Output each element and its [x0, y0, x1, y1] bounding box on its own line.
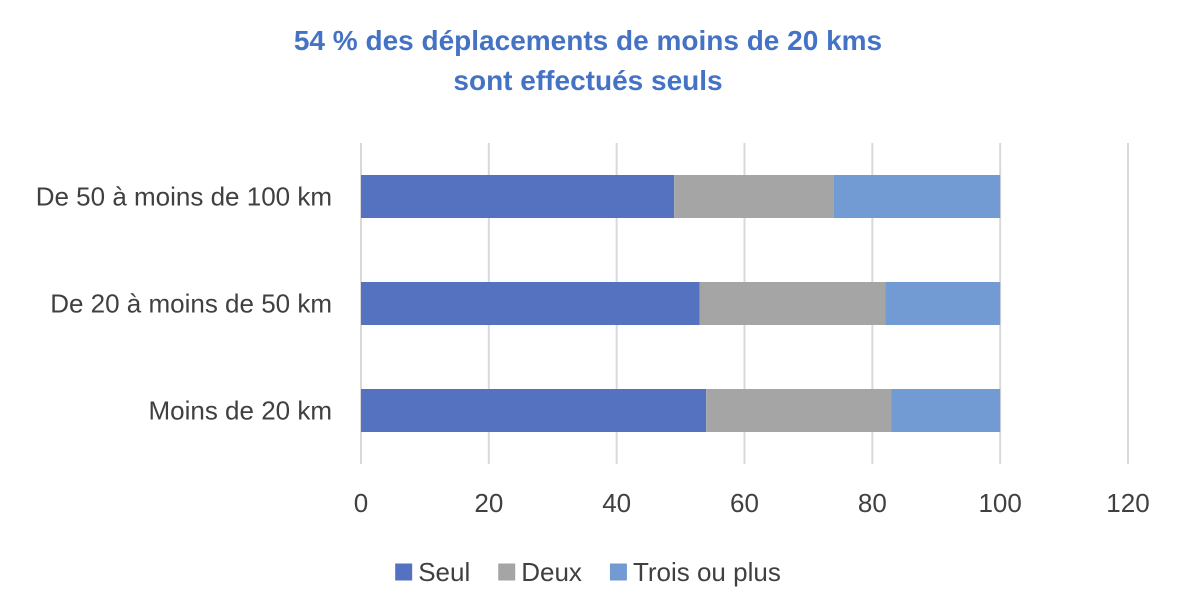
bar-deux-0: [706, 389, 892, 432]
bar-seul-1: [361, 282, 700, 325]
bar-seul-0: [361, 389, 707, 432]
bar-trois-ou-plus-0: [891, 389, 1001, 432]
category-label-2: De 50 à moins de 100 km: [36, 182, 332, 212]
bar-deux-2: [674, 175, 834, 218]
bar-seul-2: [361, 175, 675, 218]
legend-swatch-1: [498, 563, 516, 581]
bar-trois-ou-plus-1: [885, 282, 1001, 325]
legend-label-1: Deux: [521, 557, 582, 587]
legend-swatch-0: [395, 563, 413, 581]
legend-swatch-2: [609, 563, 627, 581]
chart-title: 54 % des déplacements de moins de 20 kms…: [294, 25, 882, 96]
chart-title-line-1: 54 % des déplacements de moins de 20 kms: [294, 25, 882, 56]
bar-deux-1: [699, 282, 886, 325]
category-label-0: Moins de 20 km: [148, 396, 332, 426]
bar-trois-ou-plus-2: [833, 175, 1001, 218]
legend: Seul Deux Trois ou plus: [395, 557, 781, 587]
bars: [361, 175, 1001, 432]
x-tick-label-60: 60: [730, 488, 759, 518]
x-tick-label-120: 120: [1106, 488, 1149, 518]
x-tick-label-40: 40: [602, 488, 631, 518]
category-label-1: De 20 à moins de 50 km: [50, 289, 332, 319]
x-axis-tick-labels: 0 20 40 60 80 100 120: [354, 488, 1150, 518]
category-labels: Moins de 20 km De 20 à moins de 50 km De 5…: [36, 182, 332, 426]
legend-label-2: Trois ou plus: [633, 557, 781, 587]
x-tick-label-80: 80: [858, 488, 887, 518]
legend-label-0: Seul: [418, 557, 470, 587]
x-tick-label-20: 20: [474, 488, 503, 518]
chart-title-line-2: sont effectués seuls: [453, 65, 722, 96]
x-tick-label-100: 100: [978, 488, 1021, 518]
x-tick-label-0: 0: [354, 488, 368, 518]
